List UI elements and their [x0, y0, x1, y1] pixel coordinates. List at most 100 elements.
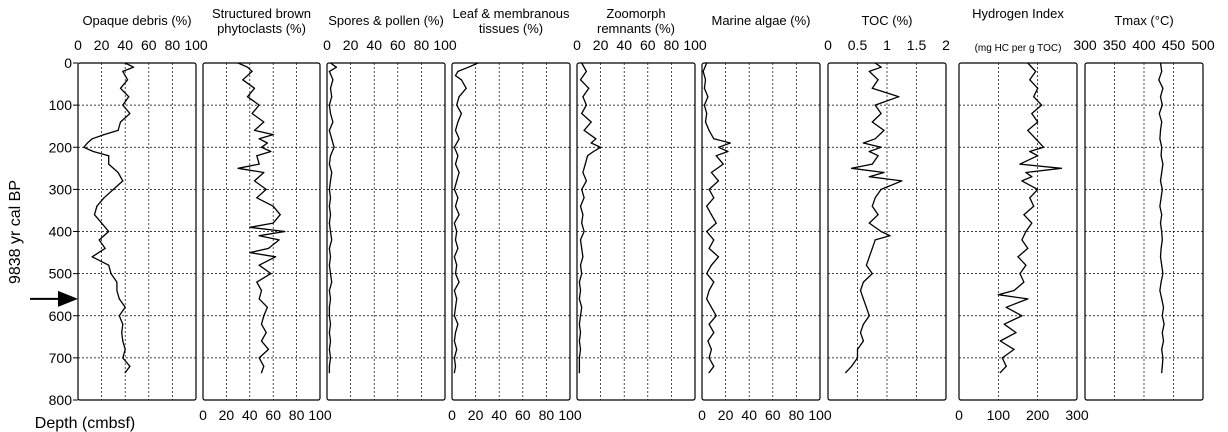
panel-1-point-23	[101, 222, 103, 224]
panel-5-xtick-label-3: 60	[640, 37, 656, 53]
panel-7-xtick-label-1: 0.5	[848, 37, 868, 53]
y-tick-label-7: 700	[49, 350, 73, 366]
panel-1-point-4	[119, 87, 122, 89]
panel-8-point-29	[1023, 281, 1025, 283]
panel-9-point-8	[1159, 129, 1162, 131]
panel-5-point-39	[578, 372, 580, 374]
panel-1-point-26	[104, 247, 106, 249]
panel-8-point-20	[1033, 205, 1035, 207]
panel-7-point-12	[880, 146, 882, 148]
panel-8-xtick-label-1: 100	[987, 407, 1011, 423]
panel-1: 0 20 40 60 80 100 Opaque debris (%)	[74, 13, 208, 401]
panel-5-point-11	[600, 146, 602, 148]
panel-3-xtick-label-5: 100	[433, 37, 457, 53]
panel-7-point-9	[883, 129, 885, 131]
panel-7-point-17	[883, 171, 885, 174]
panel-8-point-26	[1017, 256, 1019, 258]
panel-8-point-0	[1027, 62, 1029, 64]
panel-2-point-23	[279, 214, 281, 216]
panel-4-point-17	[453, 188, 455, 190]
panel-9-series-line	[1158, 62, 1165, 373]
panel-4-title-line-1: Leaf & membranous	[452, 6, 570, 21]
panel-6-point-19	[706, 205, 708, 207]
panel-8-point-32	[1027, 298, 1029, 300]
panel-5-point-25	[582, 256, 584, 258]
panel-8-xtick-label-3: 300	[1065, 407, 1089, 423]
panel-5-point-24	[581, 247, 583, 249]
panel-3-xtick-label-0: 0	[323, 37, 331, 53]
panel-9-point-19	[1159, 222, 1162, 224]
panel-4-xtick-label-1: 20	[468, 407, 484, 423]
panel-7-point-20	[880, 188, 882, 190]
panel-8-point-23	[1025, 230, 1027, 233]
panel-3-point-26	[329, 273, 332, 275]
panel-2-point-24	[272, 222, 274, 224]
panel-3-point-23	[328, 247, 330, 249]
panel-1-point-33	[124, 306, 126, 308]
panel-6-point-12	[727, 150, 729, 153]
panel-4-point-3	[454, 75, 457, 77]
panel-5-xtick-label-1: 20	[593, 37, 609, 53]
panel-7-point-32	[862, 281, 865, 283]
panel-1-point-6	[122, 104, 124, 106]
panel-2-point-36	[258, 298, 260, 300]
panel-8-title-line-1: Hydrogen Index	[972, 6, 1064, 21]
panel-3-point-29	[329, 298, 332, 300]
panel-3-point-13	[328, 163, 330, 165]
panel-5-point-30	[578, 298, 580, 300]
panel-4-point-20	[458, 214, 460, 216]
panel-4-point-6	[458, 96, 460, 98]
panel-2-point-29	[267, 247, 270, 249]
panel-5-point-26	[579, 264, 582, 266]
y-tick-label-3: 300	[49, 181, 73, 197]
panel-5-point-1	[585, 70, 588, 73]
panel-7-point-22	[871, 205, 873, 207]
panel-9-point-17	[1159, 205, 1161, 207]
panel-5-point-34	[579, 332, 582, 334]
panel-9-point-10	[1161, 146, 1163, 148]
panel-2-point-19	[253, 180, 256, 182]
panel-3-point-20	[328, 222, 330, 224]
panel-8-point-21	[1023, 214, 1025, 216]
panel-2-point-32	[258, 264, 260, 266]
panel-2-point-37	[266, 306, 268, 308]
panel-9-xtick-label-3: 450	[1162, 37, 1186, 53]
panel-5-point-5	[585, 104, 588, 106]
panel-3-point-12	[329, 155, 332, 157]
panel-3-point-7	[329, 112, 332, 115]
panel-5-point-0	[581, 62, 583, 64]
panel-7-point-34	[862, 298, 865, 300]
panel-2-point-22	[272, 205, 274, 207]
panel-5-point-18	[583, 197, 585, 199]
panel-4-point-18	[457, 197, 459, 199]
panel-9-point-25	[1162, 273, 1164, 275]
panel-5-point-12	[592, 150, 595, 153]
panel-9-point-32	[1161, 332, 1163, 334]
panel-4-point-39	[453, 372, 455, 374]
panel-8-point-30	[1013, 289, 1015, 292]
panel-6-point-17	[708, 188, 710, 190]
panel-6-frame	[701, 62, 821, 401]
panel-6-point-20	[710, 214, 713, 216]
panel-1-point-1	[132, 66, 135, 68]
panel-4-point-16	[456, 180, 458, 182]
panel-6-point-23	[713, 239, 715, 241]
panel-8-point-28	[1019, 273, 1021, 275]
panel-5-point-2	[579, 79, 582, 81]
panel-3-point-11	[333, 146, 335, 148]
panel-4-point-2	[457, 70, 459, 73]
panel-8-point-18	[1037, 188, 1039, 190]
panel-3-point-4	[329, 87, 332, 89]
panel-4-point-4	[460, 79, 463, 81]
panel-6-point-16	[717, 180, 720, 182]
panel-1-point-29	[110, 273, 112, 275]
panel-4-point-0	[477, 62, 479, 64]
panel-2-point-9	[253, 129, 256, 131]
panel-9-point-23	[1159, 256, 1162, 258]
panel-6-point-5	[703, 104, 705, 106]
panel-8-point-25	[1027, 247, 1029, 249]
panel-5-point-17	[581, 188, 583, 190]
panel-1-point-37	[122, 340, 124, 342]
panel-9-xtick-label-1: 350	[1103, 37, 1127, 53]
